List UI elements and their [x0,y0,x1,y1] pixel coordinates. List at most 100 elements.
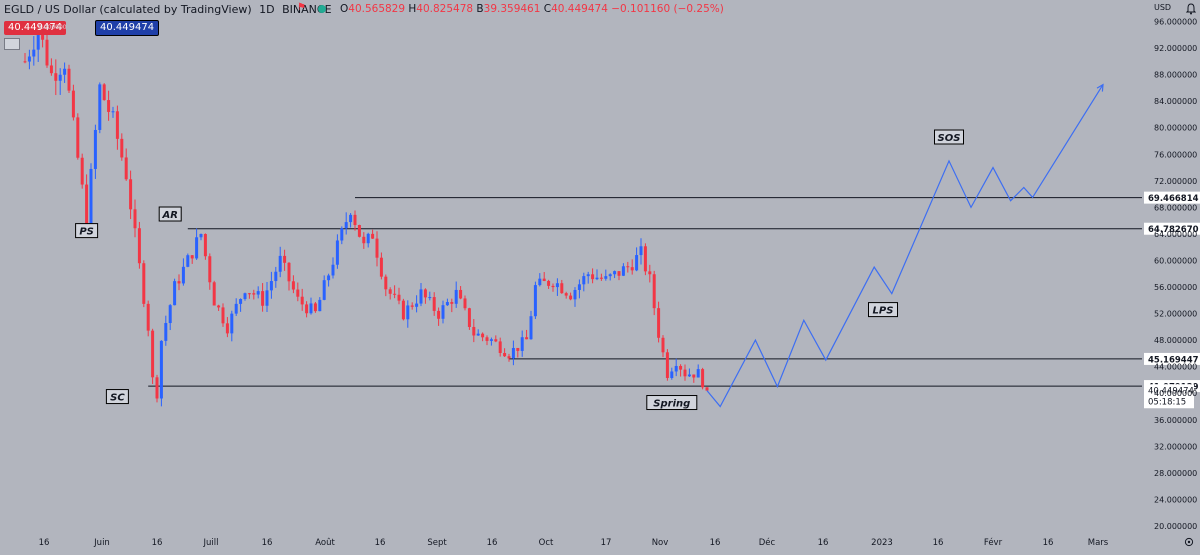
annotation-label: Spring [653,399,690,410]
time-tick-label: Oct [539,538,554,548]
time-tick-label: Juin [93,538,110,548]
candle-body [481,333,485,338]
bell-icon[interactable] [1186,3,1196,15]
candle-body [661,337,665,353]
candle-body [375,238,379,258]
candle-body [173,281,177,306]
candle-body [533,285,537,317]
annotation-box [934,129,964,145]
time-tick-label: Juill [203,538,219,548]
price-tick-label: 72.000000 [1154,177,1197,186]
close-value: 40.449474 [551,3,608,15]
price-tick-label: 92.000000 [1154,44,1197,53]
candle-body [93,129,97,169]
candle-body [410,305,414,307]
candle-body [287,262,291,282]
candle-body [23,61,27,63]
candle-body [665,352,669,378]
candle-body [36,30,40,50]
level-label-bg [1144,222,1200,235]
ohlc-values: O40.565829 H40.825478 B39.359461 C40.449… [340,3,724,15]
candle-body [604,276,608,279]
level-lines: 69.46681464.78267045.16944741.07912940.4… [148,191,1200,409]
time-tick-label: Mars [1088,538,1109,548]
level-label-bg [1144,352,1200,365]
candle-body [142,263,146,304]
candle-body [459,289,463,299]
annotation-label: LPS [873,306,894,317]
candle-body [489,339,493,341]
candle-body [542,278,546,281]
candle-body [168,305,172,324]
candle-body [652,274,656,309]
candle-body [569,295,573,300]
candle-body [309,303,313,314]
candle-body [692,374,696,378]
gear-icon[interactable] [1183,536,1195,548]
symbol-header[interactable]: EGLD / US Dollar (calculated by TradingV… [4,3,332,16]
candle-body [27,56,31,62]
candle-body [608,274,612,277]
time-tick-label: 16 [152,538,163,548]
time-axis: 16 Juin 16 Juill 16 Août 16 Sept 16 Oct 17 Nov 16 Déc… [39,537,1109,548]
candle-body [432,297,436,311]
price-tick-label: 40.000000 [1154,389,1197,398]
candle-body [441,305,445,319]
candle-body [102,84,106,101]
buy-price-badge[interactable]: 40.449474 [95,20,160,36]
candle-body [349,214,353,223]
candle-body [450,302,454,304]
candle-body [388,289,392,294]
candle-body [58,74,62,81]
candle-body [657,308,661,338]
change-value: −0.101160 (−0.25%) [611,3,724,15]
candle-body [705,387,709,391]
candle-body [45,39,49,66]
collapse-legend-button[interactable] [4,38,20,50]
time-tick-label: 16 [933,538,944,548]
time-tick-label: 16 [818,538,829,548]
candle-body [190,255,194,259]
candle-body [159,340,163,399]
candle-body [124,157,128,180]
annotation-label: SOS [938,133,961,144]
candle-body [327,275,331,281]
candle-body [630,267,634,271]
candle-body [212,282,216,306]
candle-body [146,303,150,331]
candle-body [353,214,357,226]
candle-body [701,369,705,388]
candle-body [181,266,185,284]
price-tick-label: 24.000000 [1154,495,1197,504]
candle-body [591,274,595,280]
candle-body [626,266,630,268]
candle-body [186,255,190,267]
candle-body [635,255,639,271]
candle-body [89,168,93,229]
price-tick-label: 36.000000 [1154,416,1197,425]
candle-body [529,316,533,340]
candle-body [120,138,124,158]
annotation-box [646,395,698,411]
candle-body [643,246,647,272]
candle-body [195,237,199,259]
candle-body [397,294,401,301]
candle-body [428,297,432,299]
price-tick-label: 80.000000 [1154,124,1197,133]
price-tick-label: 56.000000 [1154,283,1197,292]
candle-body [696,369,700,378]
level-label-bg [1144,191,1200,204]
candle-body [586,274,590,277]
price-tick-label: 88.000000 [1154,71,1197,80]
sell-price-badge[interactable]: 40.449474 [4,21,67,35]
interval-label[interactable]: 1D [259,3,275,16]
candle-body [137,228,141,264]
price-tick-label: 48.000000 [1154,336,1197,345]
candle-body [32,49,36,57]
candle-body [613,271,617,275]
flag-icon[interactable]: ⚑ [297,2,306,13]
candle-body [511,347,515,359]
candle-body [463,298,467,309]
